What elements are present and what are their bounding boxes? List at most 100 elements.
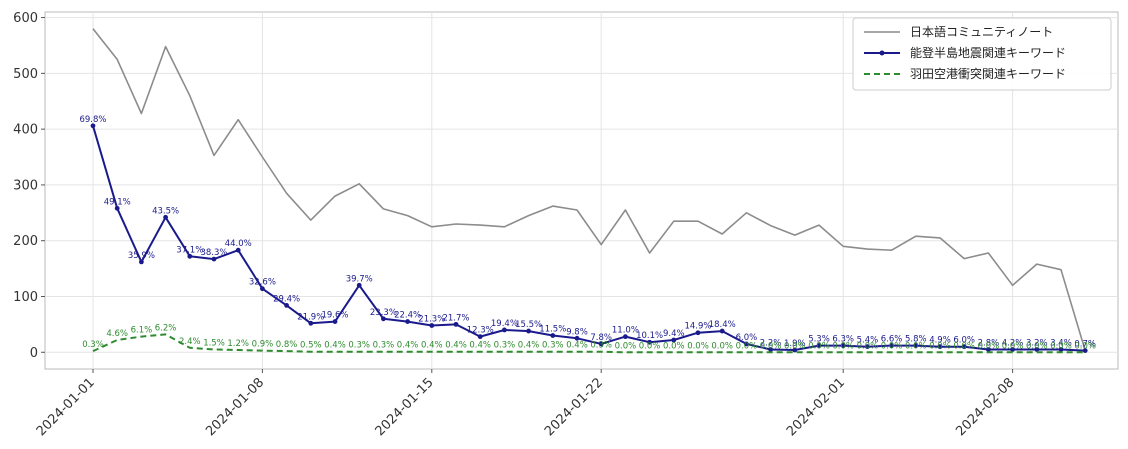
series-point-1-10 <box>332 319 338 324</box>
data-label-2-37: 0.0% <box>978 341 1000 351</box>
data-label-1-16: 12.3% <box>467 326 494 336</box>
x-tick-label-4: 2024-02-01 <box>784 375 848 439</box>
data-label-2-30: 0.0% <box>808 341 830 351</box>
data-label-1-18: 15.5% <box>515 320 542 330</box>
data-label-1-31: 6.3% <box>832 335 854 345</box>
data-label-1-12: 23.3% <box>370 308 397 318</box>
data-label-1-10: 19.6% <box>321 311 348 321</box>
series-point-1-38 <box>1010 347 1015 352</box>
data-label-1-13: 22.4% <box>394 311 421 321</box>
data-label-2-2: 6.1% <box>131 326 153 336</box>
series-line-1 <box>92 125 1086 352</box>
legend-marker-1 <box>879 50 885 56</box>
data-label-1-14: 21.3% <box>418 314 445 324</box>
data-label-1-26: 18.4% <box>709 320 736 330</box>
data-label-1-25: 14.9% <box>684 322 711 332</box>
data-label-1-6: 44.0% <box>225 239 252 249</box>
series-point-1-31 <box>840 343 846 348</box>
data-label-2-22: 0.0% <box>615 341 637 351</box>
data-label-1-34: 5.8% <box>905 335 927 345</box>
data-label-2-8: 0.8% <box>276 340 298 350</box>
legend-label-0: 日本語コミュニティノート <box>910 24 1053 39</box>
series-point-1-0 <box>90 123 96 129</box>
data-label-2-21: 0.3% <box>590 341 612 351</box>
series-point-1-34 <box>913 343 919 348</box>
series-point-1-13 <box>405 319 410 324</box>
data-label-1-37: 2.8% <box>978 338 1000 348</box>
data-label-2-7: 0.9% <box>252 340 274 350</box>
data-label-2-28: 0.0% <box>760 341 782 351</box>
series-point-1-6 <box>235 247 241 253</box>
data-label-1-0: 69.8% <box>79 115 106 125</box>
data-label-1-39: 3.2% <box>1026 338 1048 348</box>
data-label-1-22: 11.0% <box>612 326 639 336</box>
series-layer <box>90 28 1088 354</box>
series-point-1-19 <box>550 333 556 338</box>
series-point-1-30 <box>816 343 822 348</box>
series-point-1-35 <box>937 344 943 350</box>
data-label-2-39: 0.0% <box>1026 341 1048 351</box>
series-point-1-21 <box>598 341 604 347</box>
series-point-1-1 <box>114 205 120 211</box>
x-axis: 2024-01-01 2024-01-08 2024-01-15 2024-01-22… <box>34 369 1017 439</box>
data-label-2-41: 0.0% <box>1074 341 1096 351</box>
data-labels: 69.8% 49.1% 35.9% 43.5% 37.1%38.3%44.0% 32.6%… <box>79 115 1096 351</box>
series-point-1-14 <box>429 323 435 328</box>
data-label-1-15: 21.7% <box>442 313 469 323</box>
x-tick-label-2: 2024-01-15 <box>373 375 437 439</box>
series-point-1-2 <box>139 259 144 265</box>
data-label-2-33: 0.0% <box>881 341 903 351</box>
series-line-0 <box>92 28 1086 351</box>
x-tick-label-3: 2024-01-22 <box>542 375 606 439</box>
y-tick-label-2: 200 <box>13 234 38 249</box>
series-point-1-40 <box>1058 347 1064 352</box>
data-label-2-20: 0.4% <box>566 341 588 351</box>
series-point-1-41 <box>1082 348 1088 353</box>
series-point-1-9 <box>308 320 314 326</box>
data-label-2-25: 0.0% <box>687 341 709 351</box>
data-label-2-15: 0.4% <box>445 341 467 351</box>
x-tick-label-1: 2024-01-08 <box>203 375 267 439</box>
data-label-1-33: 6.6% <box>881 335 903 345</box>
series-point-1-15 <box>453 321 459 327</box>
data-label-2-6: 1.2% <box>227 339 249 349</box>
series-point-1-18 <box>526 328 531 334</box>
data-label-2-34: 0.0% <box>905 341 927 351</box>
data-label-2-26: 0.0% <box>711 341 733 351</box>
data-label-1-38: 4.2% <box>1002 338 1024 348</box>
data-label-1-36: 6.0% <box>953 336 975 346</box>
data-label-2-19: 0.3% <box>542 341 564 351</box>
y-tick-label-4: 400 <box>13 123 38 138</box>
data-label-2-4: 2.4% <box>179 337 201 347</box>
data-label-2-14: 0.4% <box>421 341 443 351</box>
data-label-2-24: 0.0% <box>663 341 685 351</box>
series-point-1-29 <box>792 347 798 353</box>
series-point-1-33 <box>889 343 894 348</box>
y-tick-label-5: 500 <box>13 67 38 82</box>
data-label-1-30: 5.3% <box>808 335 830 345</box>
data-label-1-27: 6.0% <box>736 333 758 343</box>
data-label-1-40: 3.4% <box>1050 338 1072 348</box>
data-label-2-9: 0.5% <box>300 341 322 351</box>
data-label-2-5: 1.5% <box>203 338 225 348</box>
data-label-1-11: 39.7% <box>346 274 373 284</box>
data-label-2-32: 0.0% <box>857 341 879 351</box>
y-tick-label-3: 300 <box>13 178 38 193</box>
series-point-1-11 <box>356 282 362 288</box>
series-point-1-5 <box>211 256 217 262</box>
data-label-2-35: 0.0% <box>929 341 951 351</box>
data-label-2-13: 0.4% <box>397 341 419 351</box>
series-point-1-16 <box>477 334 483 340</box>
series-point-1-24 <box>671 337 677 343</box>
series-point-1-37 <box>986 347 991 352</box>
series-point-1-39 <box>1034 347 1040 352</box>
series-point-1-28 <box>768 347 773 352</box>
data-label-1-21: 7.8% <box>590 333 612 343</box>
data-label-1-2: 35.9% <box>128 251 155 261</box>
series-point-1-22 <box>623 334 628 340</box>
legend-box <box>852 17 1112 91</box>
data-label-1-7: 32.6% <box>249 278 276 288</box>
series-point-1-26 <box>719 328 725 334</box>
data-label-1-4: 37.1% <box>176 245 203 255</box>
